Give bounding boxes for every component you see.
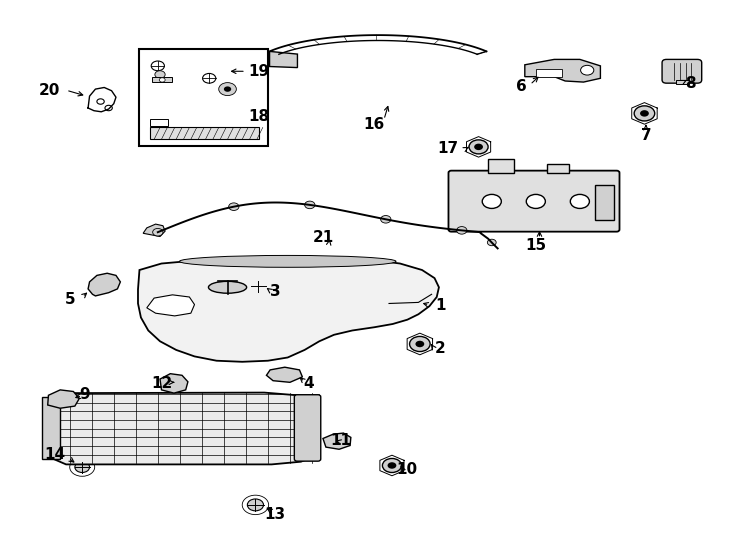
Bar — [139, 49, 268, 146]
Text: 13: 13 — [265, 507, 286, 522]
Text: 18: 18 — [249, 109, 269, 124]
Polygon shape — [143, 224, 165, 237]
Text: 7: 7 — [641, 127, 651, 143]
Ellipse shape — [180, 255, 396, 267]
Polygon shape — [323, 433, 351, 449]
Text: 6: 6 — [516, 79, 526, 94]
Circle shape — [388, 462, 396, 469]
Polygon shape — [525, 59, 600, 82]
Text: 15: 15 — [526, 238, 546, 253]
Circle shape — [474, 144, 483, 150]
Circle shape — [305, 201, 315, 208]
Circle shape — [247, 499, 264, 511]
Text: 10: 10 — [397, 462, 418, 477]
Circle shape — [482, 194, 501, 208]
Circle shape — [382, 458, 401, 472]
Bar — [150, 119, 168, 126]
Circle shape — [634, 106, 655, 121]
Polygon shape — [88, 273, 120, 296]
Polygon shape — [488, 159, 514, 173]
Text: 21: 21 — [313, 230, 333, 245]
Circle shape — [570, 194, 589, 208]
Text: 14: 14 — [45, 447, 65, 462]
Text: 2: 2 — [435, 341, 446, 356]
Polygon shape — [138, 257, 439, 362]
Circle shape — [219, 83, 236, 96]
Text: 19: 19 — [249, 64, 269, 79]
Circle shape — [526, 194, 545, 208]
Polygon shape — [160, 374, 188, 393]
Circle shape — [155, 71, 165, 78]
Text: 17: 17 — [437, 141, 458, 156]
Circle shape — [469, 140, 488, 154]
Bar — [152, 77, 172, 82]
Circle shape — [457, 227, 467, 234]
Text: 16: 16 — [364, 117, 385, 132]
Bar — [595, 185, 614, 220]
Circle shape — [581, 65, 594, 75]
Bar — [42, 397, 60, 459]
Polygon shape — [48, 390, 79, 408]
Circle shape — [381, 215, 391, 223]
Circle shape — [410, 336, 430, 352]
Bar — [676, 80, 689, 84]
Circle shape — [487, 239, 496, 246]
FancyBboxPatch shape — [448, 171, 619, 232]
Bar — [536, 69, 562, 77]
Text: 1: 1 — [435, 298, 446, 313]
Circle shape — [415, 341, 424, 347]
Text: 5: 5 — [65, 292, 75, 307]
Circle shape — [224, 86, 231, 92]
Circle shape — [75, 462, 90, 472]
Text: 8: 8 — [685, 76, 695, 91]
Circle shape — [229, 203, 239, 211]
Polygon shape — [269, 51, 297, 68]
Text: 3: 3 — [270, 284, 280, 299]
Text: 20: 20 — [39, 83, 61, 98]
Polygon shape — [547, 164, 569, 173]
Polygon shape — [266, 367, 302, 382]
Circle shape — [153, 228, 163, 236]
FancyBboxPatch shape — [294, 395, 321, 461]
Bar — [150, 127, 259, 139]
Polygon shape — [147, 295, 195, 316]
Text: 12: 12 — [151, 376, 172, 391]
Text: 9: 9 — [79, 387, 90, 402]
Circle shape — [251, 281, 266, 292]
Text: 4: 4 — [303, 376, 313, 391]
FancyBboxPatch shape — [662, 59, 702, 83]
Polygon shape — [44, 393, 319, 464]
Circle shape — [159, 78, 165, 82]
Circle shape — [640, 110, 649, 117]
Ellipse shape — [208, 281, 247, 293]
Text: 11: 11 — [331, 433, 352, 448]
